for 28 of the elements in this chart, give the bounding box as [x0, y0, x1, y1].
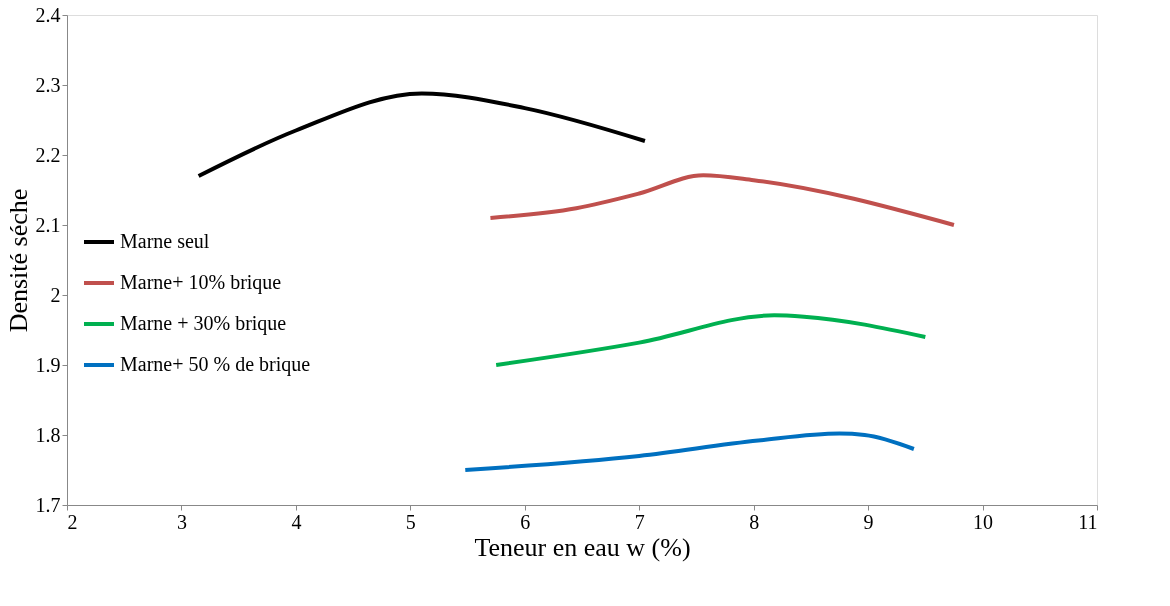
y-tick-label: 2.4 [35, 3, 61, 26]
line-series [488, 173, 956, 227]
x-tick-label: 7 [634, 510, 645, 533]
x-tick-label: 2 [67, 510, 78, 533]
x-axis-title: Teneur en eau w (%) [474, 532, 691, 562]
legend-label: Marne + 30% brique [120, 312, 287, 335]
x-tick-label: 8 [749, 510, 760, 533]
x-tick-label: 6 [520, 510, 531, 533]
y-tick-label: 2.3 [35, 73, 61, 96]
y-axis-title: Densité séche [3, 188, 33, 333]
y-tick-label: 2 [50, 283, 61, 306]
legend-label: Marne seul [120, 230, 210, 252]
x-tick-label: 9 [863, 510, 874, 533]
line-series [494, 313, 928, 367]
x-tick-label: 10 [973, 510, 994, 533]
y-tick-label: 1.7 [35, 493, 61, 516]
x-tick-label: 3 [176, 510, 187, 533]
legend-label: Marne+ 50 % de brique [120, 353, 311, 376]
y-tick-label: 2.1 [35, 213, 61, 236]
y-tick-label: 2.2 [35, 143, 61, 166]
y-tick-label: 1.8 [35, 423, 61, 446]
x-tick-label: 5 [405, 510, 416, 533]
x-tick-label: 11 [1078, 510, 1098, 533]
line-series [196, 91, 647, 178]
x-tick-label: 4 [291, 510, 302, 533]
legend-label: Marne+ 10% brique [120, 271, 282, 294]
y-tick-label: 1.9 [35, 353, 61, 376]
line-series [463, 431, 916, 472]
